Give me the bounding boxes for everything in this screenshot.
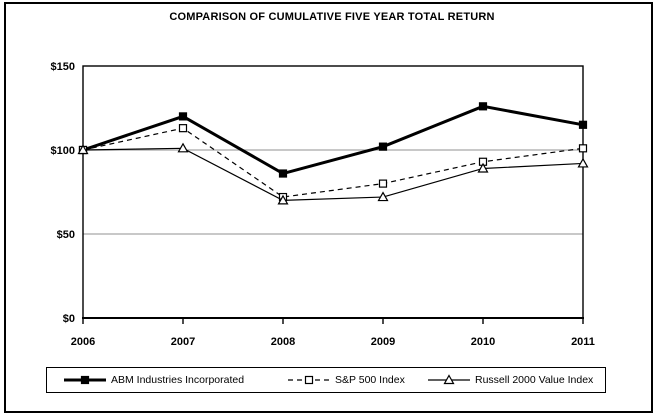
data-point-abm-industries-incorporated: [178, 112, 188, 121]
data-point-russell-2000-value-index: [577, 157, 589, 168]
data-point-abm-industries-incorporated: [578, 120, 588, 129]
y-tick-label: $0: [63, 313, 75, 325]
chart-border: [4, 2, 653, 413]
x-tick-label: 2006: [71, 336, 95, 348]
legend-marker: [304, 375, 314, 385]
legend-sample-open-triangle-icon: [428, 374, 470, 385]
data-point-s-p-500-index: [378, 179, 388, 188]
legend-label-abm: ABM Industries Incorporated: [111, 374, 245, 386]
x-tick-label: 2011: [571, 336, 595, 348]
data-point-russell-2000-value-index: [77, 144, 89, 155]
series-line-abm-industries-incorporated: [82, 104, 584, 176]
x-tick-label: 2008: [271, 336, 295, 348]
x-tick-label: 2010: [471, 336, 495, 348]
y-tick-label: $50: [57, 229, 75, 241]
legend-marker: [443, 374, 455, 385]
data-point-russell-2000-value-index: [177, 142, 189, 153]
x-tick-label: 2009: [371, 336, 395, 348]
legend-item-sp500: S&P 500 Index: [288, 374, 405, 386]
data-point-russell-2000-value-index: [377, 191, 389, 202]
legend-marker: [80, 375, 90, 385]
data-point-s-p-500-index: [178, 124, 188, 133]
legend-item-russell: Russell 2000 Value Index: [428, 374, 593, 386]
legend-sample-filled-square-icon: [64, 375, 106, 385]
series-line-russell-2000-value-index: [82, 147, 584, 202]
data-point-abm-industries-incorporated: [278, 169, 288, 178]
y-tick-label: $100: [51, 145, 75, 157]
data-point-russell-2000-value-index: [477, 162, 489, 173]
legend-label-russell: Russell 2000 Value Index: [475, 374, 594, 386]
legend-sample-open-square-icon: [288, 375, 330, 385]
legend-label-sp500: S&P 500 Index: [335, 374, 405, 386]
x-tick-label: 2007: [171, 336, 195, 348]
data-point-s-p-500-index: [578, 144, 588, 153]
data-point-abm-industries-incorporated: [478, 102, 488, 111]
data-point-abm-industries-incorporated: [378, 142, 388, 151]
series-line-s-p-500-index: [82, 127, 584, 198]
plot-frame: [82, 65, 584, 319]
legend: ABM Industries Incorporated S&P 500 Inde…: [46, 367, 606, 393]
legend-item-abm: ABM Industries Incorporated: [64, 374, 244, 386]
data-point-russell-2000-value-index: [277, 194, 289, 205]
chart-title: COMPARISON OF CUMULATIVE FIVE YEAR TOTAL…: [169, 11, 495, 23]
y-tick-label: $150: [51, 61, 75, 73]
